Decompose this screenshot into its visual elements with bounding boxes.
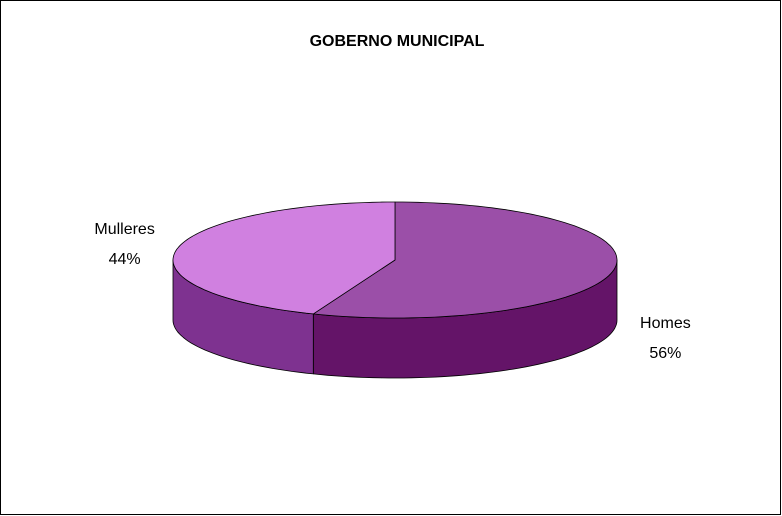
slice-label: Mulleres: [94, 221, 154, 238]
slice-value-label: 44%: [109, 251, 141, 268]
slice: [312, 201, 618, 319]
slice: [172, 201, 396, 315]
chart-title: GOBERNO MUNICIPAL: [310, 33, 485, 50]
slice-value-label: 56%: [649, 345, 681, 362]
slice-label: Homes: [640, 315, 691, 332]
